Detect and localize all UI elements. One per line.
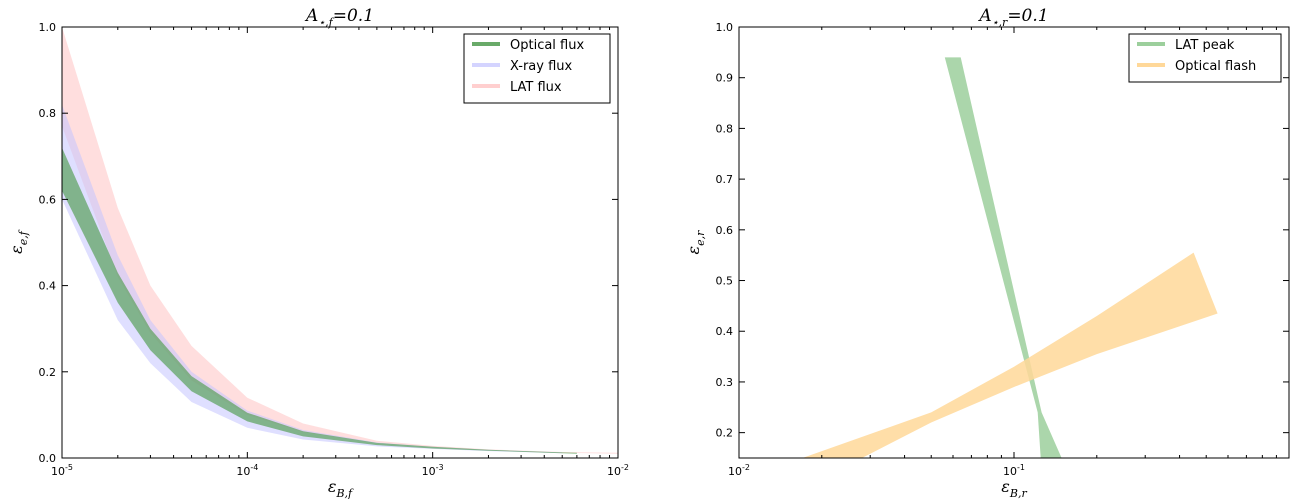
y-axis-label: εe,f bbox=[7, 229, 30, 254]
x-tick-label: 10-4 bbox=[236, 463, 258, 478]
y-tick-label: 0.8 bbox=[716, 122, 734, 135]
y-tick-label: 0.4 bbox=[716, 325, 734, 338]
left-chart: 0.0 0.2 0.4 0.6 0.8 1.0 10-5 10-4 10-3 10-2 A⋆,f=0… bbox=[7, 6, 629, 499]
series-band-optical-flash bbox=[802, 252, 1218, 458]
series-band-lat-peak bbox=[944, 57, 1062, 458]
right-chart: 0.2 0.3 0.4 0.5 0.6 0.7 0.8 0.9 1.0 10-2 10-1 A⋆,r=… bbox=[684, 6, 1290, 499]
chart-title: A⋆,f=0.1 bbox=[304, 6, 374, 29]
y-tick-label: 0.7 bbox=[716, 173, 734, 186]
y-tick-label: 0.2 bbox=[39, 366, 57, 379]
legend-label: LAT peak bbox=[1175, 38, 1235, 53]
y-tick-label: 0.5 bbox=[716, 275, 734, 288]
x-axis-label: εB,r bbox=[1001, 477, 1027, 499]
plot-area bbox=[802, 57, 1218, 458]
legend-label: X-ray flux bbox=[510, 59, 573, 74]
series-band-optical-flux bbox=[62, 147, 577, 454]
axes-frame bbox=[61, 26, 619, 459]
legend: LAT peak Optical flash bbox=[1128, 33, 1282, 83]
axes-frame bbox=[738, 26, 1290, 459]
y-tick-label: 0.8 bbox=[39, 107, 57, 120]
y-tick-label: 1.0 bbox=[39, 21, 57, 34]
y-tick-label: 1.0 bbox=[716, 21, 734, 34]
x-tick-label: 10-5 bbox=[51, 463, 73, 478]
y-tick-label: 0.6 bbox=[39, 193, 57, 206]
chart-title: A⋆,r=0.1 bbox=[977, 6, 1048, 29]
x-tick-label: 10-2 bbox=[607, 463, 629, 478]
y-tick-label: 0.2 bbox=[716, 427, 734, 440]
x-tick-label: 10-2 bbox=[728, 463, 750, 478]
y-tick-label: 0.0 bbox=[39, 452, 57, 465]
legend-label: Optical flash bbox=[1175, 59, 1256, 74]
y-tick-label: 0.6 bbox=[716, 224, 734, 237]
y-tick-label: 0.4 bbox=[39, 280, 57, 293]
x-tick-label: 10-3 bbox=[422, 463, 444, 478]
y-axis-label: εe,r bbox=[684, 230, 707, 255]
legend: Optical flux X-ray flux LAT flux bbox=[463, 33, 611, 104]
plot-area bbox=[62, 27, 618, 454]
x-tick-label: 10-1 bbox=[1003, 463, 1025, 478]
y-tick-label: 0.9 bbox=[716, 72, 734, 85]
x-axis-label: εB,f bbox=[328, 477, 354, 499]
legend-label: LAT flux bbox=[510, 80, 562, 95]
legend-label: Optical flux bbox=[510, 38, 584, 53]
y-tick-label: 0.3 bbox=[716, 376, 734, 389]
